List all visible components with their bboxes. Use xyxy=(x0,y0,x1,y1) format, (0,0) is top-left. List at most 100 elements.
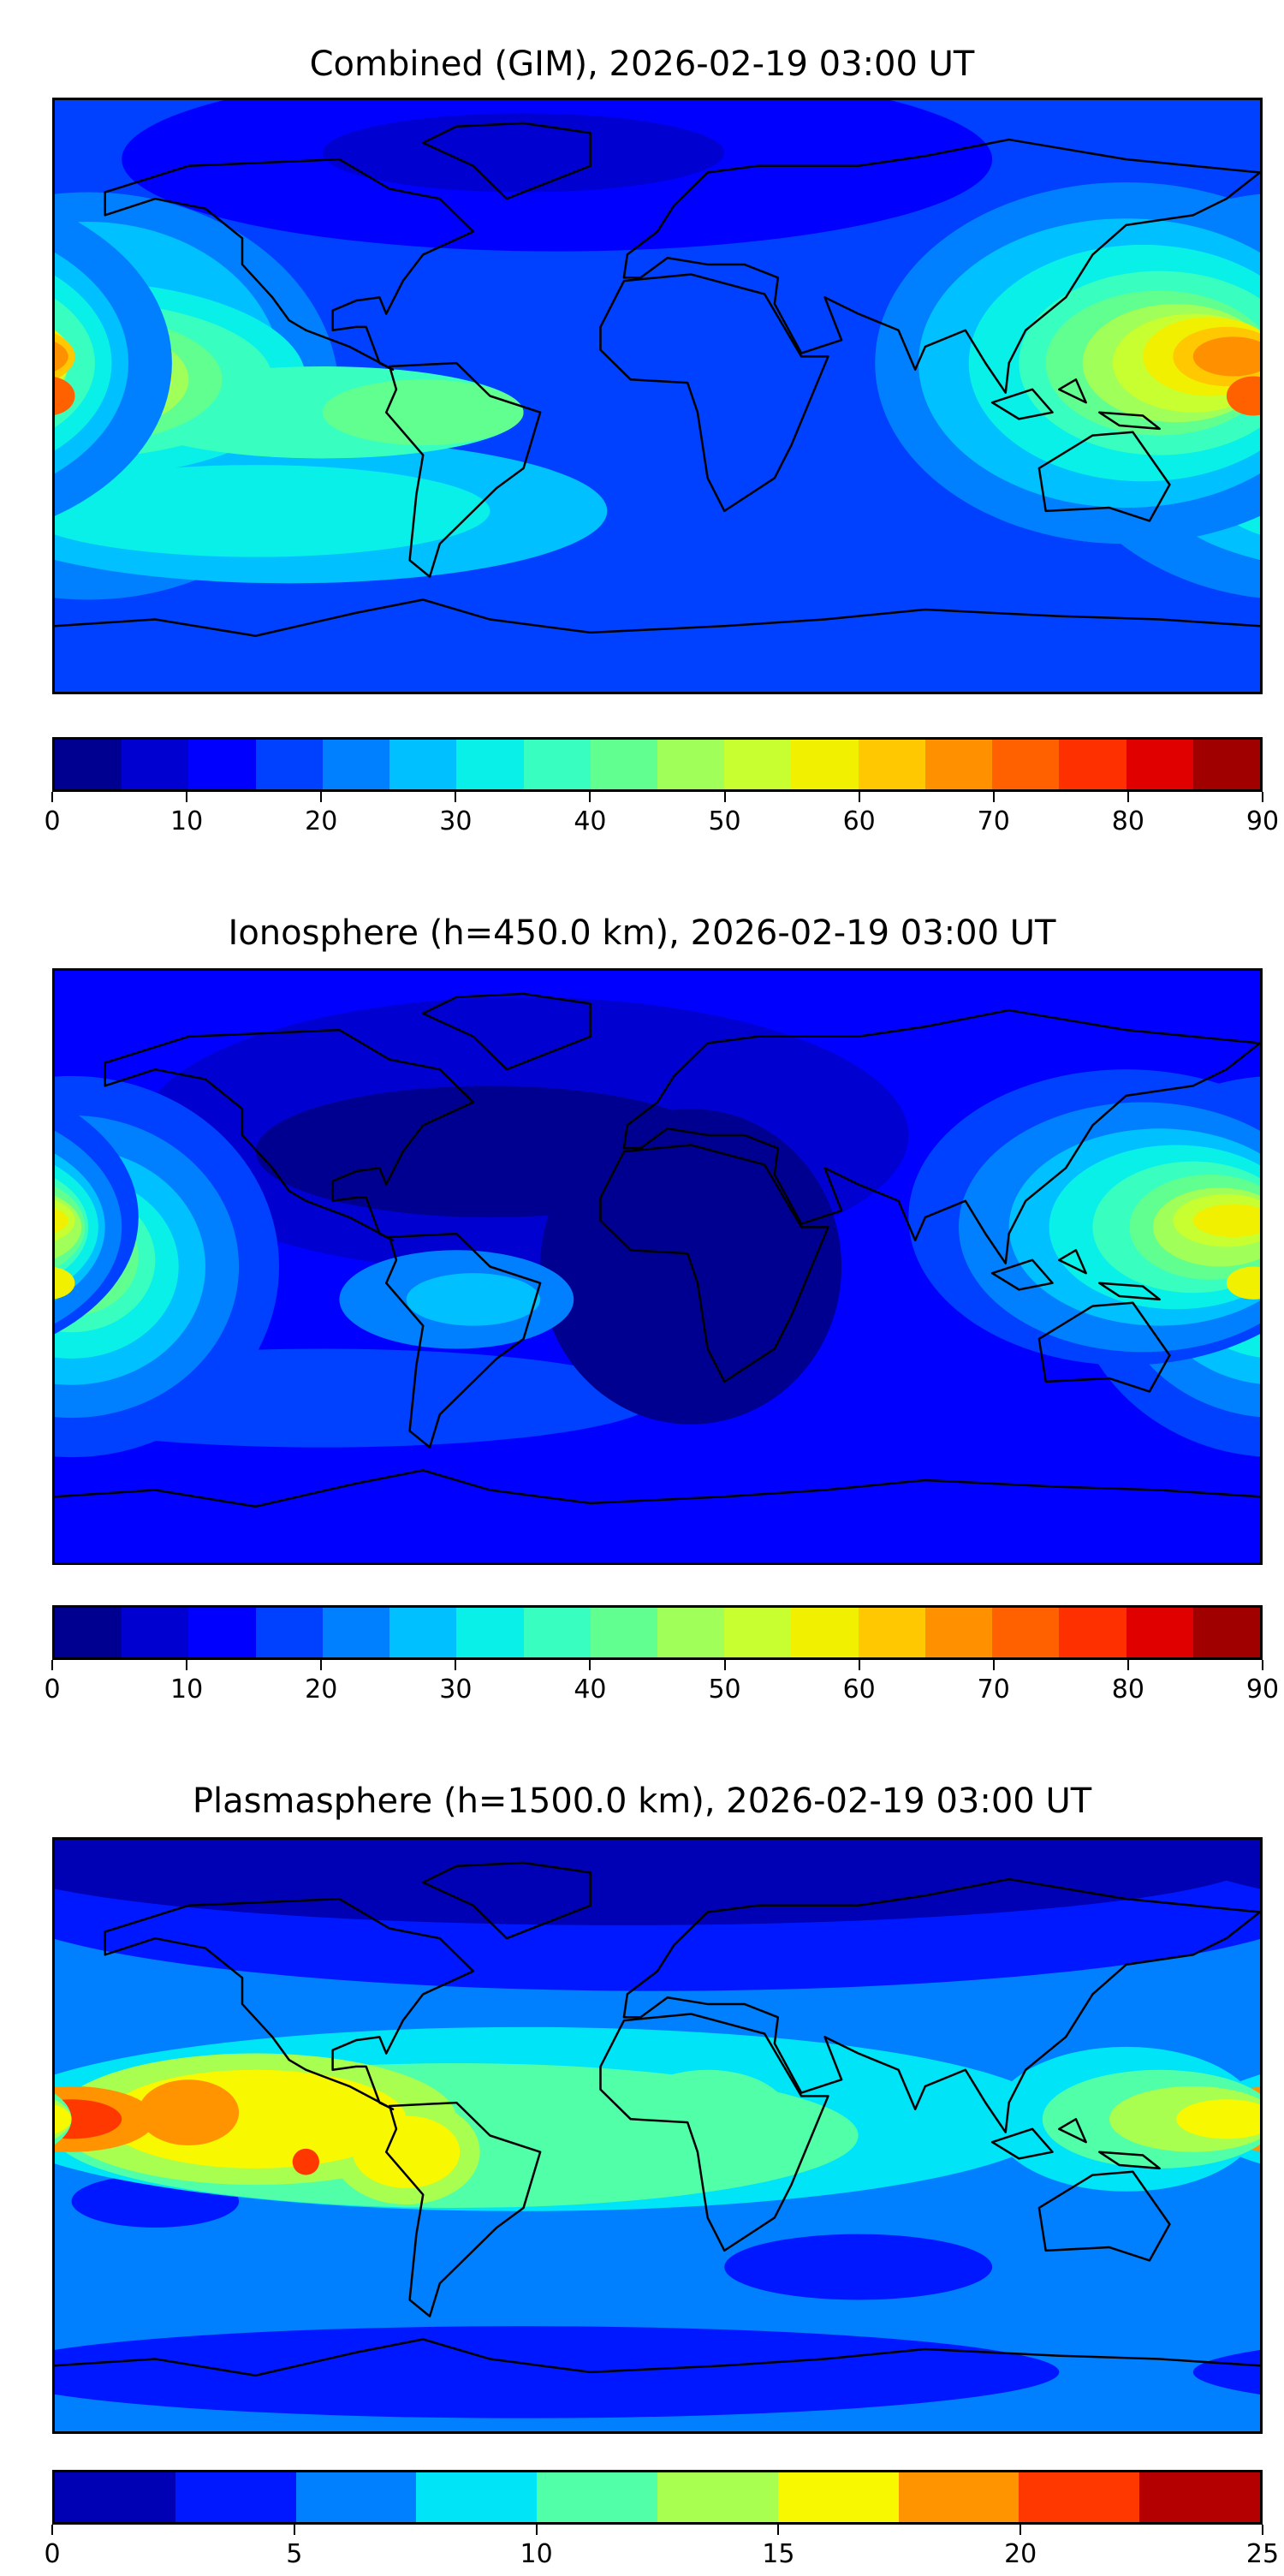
colorbar-combined xyxy=(52,737,1263,792)
contour-region xyxy=(55,342,68,372)
colorbar-segment xyxy=(924,740,993,789)
contour-region xyxy=(55,2326,1060,2418)
colorbar-segment xyxy=(724,1608,792,1657)
map-combined xyxy=(52,98,1263,694)
tick-mark xyxy=(589,1660,591,1670)
colorbar-segment xyxy=(55,740,122,789)
tick-mark xyxy=(186,792,188,802)
colorbar-ticks-combined: 0 10 20 30 40 50 60 70 80 90 xyxy=(44,792,1279,843)
contour-region xyxy=(1226,376,1260,416)
coastline xyxy=(992,1250,1160,1300)
colorbar-segment xyxy=(322,740,390,789)
coastline xyxy=(992,379,1160,429)
colorbar-segment xyxy=(456,740,524,789)
tick-mark xyxy=(777,2525,780,2535)
tick-label: 30 xyxy=(439,806,473,836)
colorbar-segment xyxy=(777,2472,899,2522)
coastline xyxy=(423,123,591,199)
tick-mark xyxy=(723,792,726,802)
contour-region xyxy=(55,465,490,557)
tick-mark xyxy=(455,1660,457,1670)
tick-mark xyxy=(1262,2525,1263,2535)
map-plasmasphere xyxy=(52,1837,1263,2434)
colorbar-segment xyxy=(255,740,323,789)
colorbar-segment xyxy=(1059,1608,1126,1657)
tick-mark xyxy=(992,792,995,802)
tick-label: 40 xyxy=(574,1675,607,1704)
tick-label: 15 xyxy=(762,2539,795,2569)
map-ionosphere xyxy=(52,968,1263,1565)
tick-mark xyxy=(992,1660,995,1670)
colorbar-segment xyxy=(858,740,925,789)
tick-mark xyxy=(320,1660,323,1670)
tick-label: 90 xyxy=(1245,1675,1280,1704)
coastline xyxy=(992,2119,1160,2168)
colorbar-segment xyxy=(523,1608,591,1657)
contour-map-combined xyxy=(55,100,1260,692)
colorbar-segment xyxy=(416,2472,538,2522)
contour-region xyxy=(322,379,524,446)
contour-region xyxy=(55,1208,68,1234)
contour-region xyxy=(322,113,725,193)
tick-label: 50 xyxy=(708,1675,741,1704)
contour-region xyxy=(55,1267,75,1300)
tick-label: 5 xyxy=(286,2539,303,2569)
tick-mark xyxy=(858,792,860,802)
coastline xyxy=(105,159,473,370)
colorbar-segment xyxy=(523,740,591,789)
colorbar-segment xyxy=(188,740,256,789)
tick-label: 10 xyxy=(520,2539,553,2569)
tick-mark xyxy=(51,2525,53,2535)
tick-mark xyxy=(535,2525,538,2535)
colorbar-segment xyxy=(1019,2472,1140,2522)
colorbar-ticks-ionosphere: 0 10 20 30 40 50 60 70 80 90 xyxy=(44,1660,1279,1711)
tick-mark xyxy=(51,792,53,802)
tick-label: 0 xyxy=(44,806,61,836)
tick-mark xyxy=(51,1660,53,1670)
colorbar-segment xyxy=(590,740,657,789)
colorbar-segment xyxy=(322,1608,390,1657)
contour-region xyxy=(55,2099,122,2139)
tick-mark xyxy=(1262,792,1263,802)
coastline xyxy=(423,994,591,1069)
tick-mark xyxy=(186,1660,188,1670)
coastline xyxy=(386,2103,540,2317)
coastline xyxy=(1039,1303,1170,1392)
contour-region xyxy=(353,2115,461,2188)
contour-region xyxy=(55,377,75,415)
coastline xyxy=(624,1010,1260,1264)
tick-mark xyxy=(589,792,591,802)
colorbar-segment xyxy=(55,1608,122,1657)
tick-mark xyxy=(1262,1660,1263,1670)
coastline xyxy=(386,363,540,577)
tick-label: 80 xyxy=(1111,1675,1144,1704)
tick-label: 20 xyxy=(1004,2539,1037,2569)
colorbar-segment xyxy=(657,740,725,789)
tick-label: 60 xyxy=(842,1675,876,1704)
coastline xyxy=(55,600,1260,636)
tick-label: 0 xyxy=(44,2539,61,2569)
contour-region xyxy=(55,1840,1260,1925)
colorbar-segment xyxy=(255,1608,323,1657)
colorbar-segment xyxy=(898,2472,1019,2522)
contour-region xyxy=(406,1273,541,1326)
colorbar-segment xyxy=(389,740,457,789)
coastline xyxy=(601,274,829,510)
colorbar-plasmasphere xyxy=(52,2470,1263,2525)
tick-mark xyxy=(723,1660,726,1670)
contour-region xyxy=(55,2104,72,2134)
contour-region xyxy=(1192,2349,1260,2395)
colorbar-segment xyxy=(122,1608,189,1657)
tick-label: 70 xyxy=(977,806,1010,836)
tick-label: 70 xyxy=(977,1675,1010,1704)
colorbar-segment xyxy=(924,1608,993,1657)
colorbar-ionosphere xyxy=(52,1605,1263,1660)
tick-label: 90 xyxy=(1245,806,1280,836)
colorbar-segment xyxy=(590,1608,657,1657)
map-title-combined: Combined (GIM), 2026-02-19 03:00 UT xyxy=(309,45,975,84)
contour-region xyxy=(1192,1204,1260,1237)
tick-label: 30 xyxy=(439,1675,473,1704)
coastline xyxy=(1039,2172,1170,2261)
colorbar-segment xyxy=(1139,2472,1260,2522)
tick-label: 10 xyxy=(170,806,204,836)
